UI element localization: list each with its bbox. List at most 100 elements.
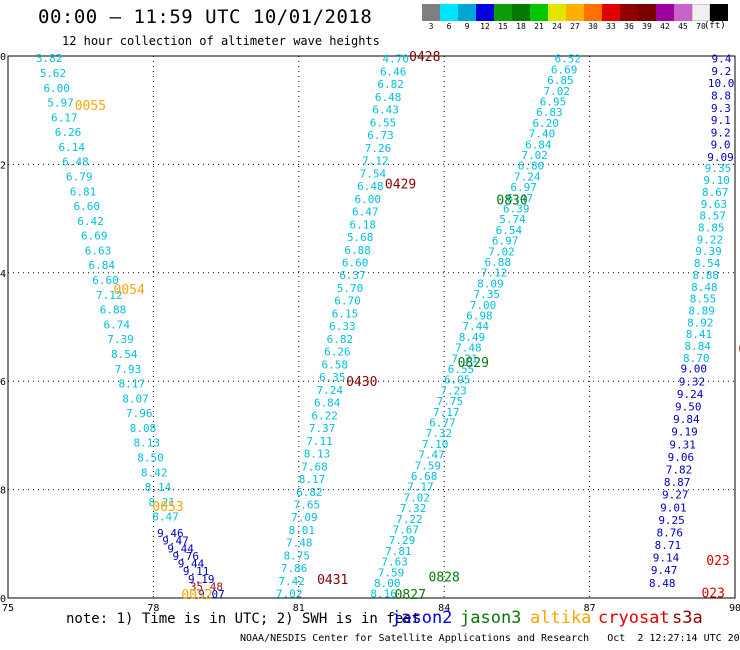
- swh-value-0-5: 6.26: [55, 126, 82, 139]
- color-swatch-9: [584, 4, 602, 21]
- color-scale-bar: [422, 4, 728, 21]
- swh-value-3-12: 6.97: [510, 181, 537, 194]
- pass-label-2: 0429: [385, 177, 416, 192]
- swh-value-1-3: 9.76: [173, 550, 200, 563]
- footer-note: note: 1) Time is in UTC; 2) SWH is in fe…: [66, 611, 421, 627]
- lat-tick-label-0: 0: [0, 52, 6, 63]
- swh-value-2-39: 8.75: [283, 549, 310, 562]
- swh-value-2-32: 7.68: [301, 460, 328, 473]
- swh-value-3-39: 6.68: [411, 470, 438, 483]
- lon-tick-label-5: 90: [729, 603, 740, 614]
- color-swatch-label-14: 45: [678, 22, 688, 31]
- swh-value-2-19: 6.70: [334, 295, 361, 308]
- swh-value-3-34: 6.77: [429, 416, 456, 429]
- color-swatch-12: [638, 4, 656, 21]
- swh-value-6-11: 9.01: [660, 501, 687, 514]
- swh-value-2-28: 6.22: [311, 409, 338, 422]
- swh-value-2-35: 7.65: [294, 499, 321, 512]
- color-swatch-7: [548, 4, 566, 21]
- color-swatch-1: [440, 4, 458, 21]
- swh-value-0-21: 7.93: [115, 363, 142, 376]
- swh-value-5-3: 9.63: [701, 198, 728, 211]
- page-title: 00:00 – 11:59 UTC 10/01/2018: [38, 6, 373, 28]
- swh-value-2-12: 6.47: [352, 206, 379, 219]
- swh-value-3-0: 6.52: [555, 53, 582, 66]
- swh-value-2-29: 7.37: [309, 422, 336, 435]
- swh-value-5-8: 8.54: [694, 257, 721, 270]
- swh-value-3-21: 8.09: [477, 277, 504, 290]
- swh-value-2-11: 6.00: [355, 193, 382, 206]
- swh-value-0-2: 6.00: [43, 82, 70, 95]
- swh-value-5-11: 8.55: [690, 293, 717, 306]
- swh-value-3-1: 6.69: [551, 63, 578, 76]
- pass-label-1: 0055: [75, 99, 106, 114]
- swh-value-2-23: 6.26: [324, 346, 351, 359]
- swh-value-2-40: 7.86: [281, 562, 308, 575]
- color-swatch-14: [674, 4, 692, 21]
- swh-value-5-10: 8.48: [691, 281, 718, 294]
- swh-value-2-14: 5.68: [347, 231, 374, 244]
- swh-value-3-44: 7.67: [392, 523, 419, 536]
- swh-value-5-2: 8.67: [702, 186, 729, 199]
- swh-value-3-49: 8.00: [374, 577, 401, 590]
- swh-value-0-26: 8.13: [134, 437, 161, 450]
- swh-value-4-2: 10.0: [708, 77, 735, 90]
- swh-value-1-5: 9.11: [183, 565, 210, 578]
- swh-value-3-22: 7.35: [474, 288, 501, 301]
- swh-value-6-16: 9.47: [651, 564, 678, 577]
- swh-value-1-8: 9.07: [198, 588, 225, 601]
- color-swatch-label-1: 6: [446, 22, 452, 31]
- color-swatch-label-5: 18: [516, 22, 526, 31]
- swh-value-6-8: 7.82: [666, 463, 693, 476]
- swh-value-6-9: 8.87: [664, 476, 691, 489]
- color-swatch-label-6: 21: [534, 22, 544, 31]
- swh-value-5-15: 8.84: [684, 340, 711, 353]
- swh-value-0-4: 6.17: [51, 111, 78, 124]
- swh-value-2-4: 6.43: [372, 104, 399, 117]
- swh-value-3-11: 7.24: [514, 170, 541, 183]
- color-scale-labels: 3 6 9 12 15 18 21 24 27 30 33 36 39 42 45 70: [422, 22, 728, 31]
- swh-value-2-41: 7.42: [278, 575, 305, 588]
- swh-value-0-29: 8.14: [145, 481, 172, 494]
- swh-value-3-13: 6.47: [507, 192, 534, 205]
- swh-value-3-37: 7.47: [418, 449, 445, 462]
- color-scale-unit: (ft): [704, 21, 726, 31]
- swh-value-2-2: 6.82: [377, 78, 404, 91]
- swh-value-5-5: 8.85: [698, 221, 725, 234]
- swh-value-0-10: 6.60: [73, 200, 100, 213]
- swh-value-6-13: 8.76: [656, 526, 683, 539]
- swh-value-6-15: 9.14: [653, 552, 680, 565]
- swh-value-2-0: 4.70: [382, 53, 409, 66]
- swh-value-3-32: 7.75: [437, 395, 464, 408]
- swh-value-1-2: 9.44: [167, 542, 194, 555]
- swh-value-4-8: 9.09: [707, 151, 734, 164]
- swh-value-4-5: 9.1: [711, 114, 731, 127]
- swh-value-3-50: 8.16: [370, 588, 397, 601]
- swh-value-6-10: 9.27: [662, 489, 689, 502]
- swh-value-3-43: 7.22: [396, 513, 423, 526]
- swh-value-3-17: 6.97: [492, 235, 519, 248]
- color-swatch-11: [620, 4, 638, 21]
- swh-value-0-15: 6.60: [92, 274, 119, 287]
- swh-value-0-24: 7.96: [126, 407, 153, 420]
- swh-value-0-19: 7.39: [107, 333, 134, 346]
- swh-value-5-14: 8.41: [686, 328, 713, 341]
- swh-value-6-17: 8.48: [649, 577, 676, 590]
- color-swatch-label-9: 30: [588, 22, 598, 31]
- swh-value-3-3: 7.02: [543, 85, 570, 98]
- swh-value-2-34: 6.82: [296, 486, 323, 499]
- swh-value-2-42: 7.02: [276, 588, 303, 601]
- swh-value-3-18: 7.02: [488, 245, 515, 258]
- swh-value-3-40: 7.17: [407, 481, 434, 494]
- lat-tick-label-1: -2: [0, 160, 6, 171]
- swh-value-2-22: 6.82: [327, 333, 354, 346]
- color-swatch-2: [458, 4, 476, 21]
- swh-value-5-7: 9.39: [695, 245, 722, 258]
- swh-value-0-23: 8.07: [122, 392, 149, 405]
- swh-value-3-24: 6.98: [466, 309, 493, 322]
- legend-jason2: jason2: [391, 608, 453, 628]
- swh-value-0-20: 8.54: [111, 348, 138, 361]
- swh-value-3-47: 7.63: [381, 556, 408, 569]
- lon-tick-label-2: 81: [293, 603, 305, 614]
